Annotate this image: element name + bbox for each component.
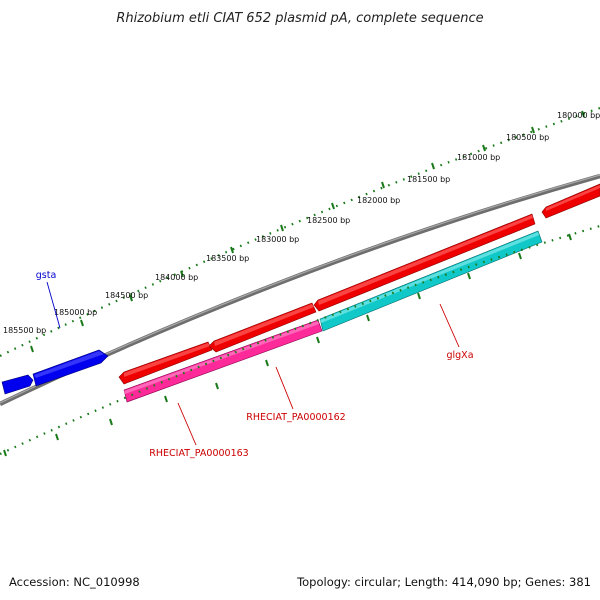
- gene-red-forward-features[interactable]: [118, 183, 600, 385]
- gene-red-highlight-3: [318, 215, 533, 305]
- tick-label-183000: 183000 bp: [256, 235, 299, 244]
- leader-rheciat-pa0000162: [275, 366, 294, 410]
- outer-major-ticks: [30, 110, 585, 353]
- tick-label-183500: 183500 bp: [206, 254, 249, 263]
- map-title: Rhizobium etli CIAT 652 plasmid pA, comp…: [116, 11, 483, 26]
- gene-label-glgxa[interactable]: glgXa: [446, 350, 473, 361]
- outer-scale-ring: [0, 106, 600, 357]
- inner-major-ticks: [3, 233, 572, 457]
- gene-reverse-features[interactable]: [123, 230, 543, 403]
- leader-gsta: [46, 281, 61, 329]
- gene-label-rheciat-pa0000162[interactable]: RHECIAT_PA0000162: [246, 412, 345, 423]
- gene-rheciat-pa0000163-highlight: [124, 321, 319, 394]
- plasmid-backbone: [0, 173, 600, 407]
- tick-label-180000: 180000 bp: [557, 111, 600, 120]
- tick-label-184000: 184000 bp: [155, 273, 198, 282]
- tick-label-181500: 181500 bp: [407, 175, 450, 184]
- gene-label-leaders: [46, 281, 460, 446]
- tick-label-182000: 182000 bp: [357, 196, 400, 205]
- gene-red-highlight-1: [124, 343, 210, 377]
- topology-summary-text: Topology: circular; Length: 414,090 bp; …: [296, 575, 591, 589]
- tick-label-185500: 185500 bp: [3, 326, 46, 335]
- gene-labels: gsta RHECIAT_PA0000162 RHECIAT_PA0000163…: [36, 270, 474, 459]
- gene-glgxa-highlight: [320, 232, 539, 323]
- accession-text: Accession: NC_010998: [9, 575, 140, 589]
- gene-red-highlight-2: [214, 304, 314, 346]
- tick-label-182500: 182500 bp: [307, 216, 350, 225]
- gene-gsta-highlight: [34, 351, 104, 378]
- gene-gsta-features[interactable]: [1, 349, 109, 395]
- tick-labels: 180000 bp 180500 bp 181000 bp 181500 bp …: [3, 111, 600, 335]
- tick-label-181000: 181000 bp: [457, 153, 500, 162]
- gene-label-rheciat-pa0000163[interactable]: RHECIAT_PA0000163: [149, 448, 248, 459]
- gene-gsta-arrow-left[interactable]: [1, 374, 34, 395]
- tick-label-184500: 184500 bp: [105, 291, 148, 300]
- tick-label-185000: 185000 bp: [54, 308, 97, 317]
- gene-label-gsta[interactable]: gsta: [36, 270, 57, 281]
- leader-glgxa: [439, 303, 460, 348]
- tick-label-180500: 180500 bp: [506, 133, 549, 142]
- gene-red-highlight-4: [546, 185, 600, 211]
- leader-rheciat-pa0000163: [177, 402, 197, 446]
